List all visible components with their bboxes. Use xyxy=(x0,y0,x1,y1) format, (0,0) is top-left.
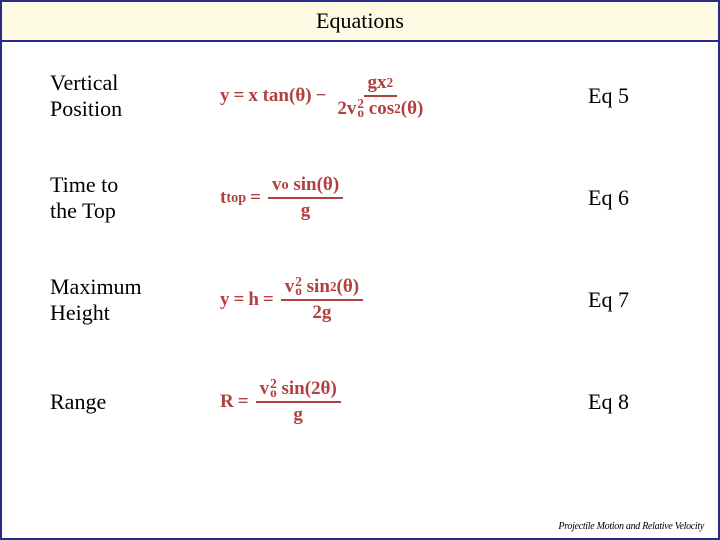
denominator: 2v2o cos2(θ) xyxy=(333,97,427,119)
numerator: gx2 xyxy=(364,73,398,97)
equation-cell: y = x tan(θ) − gx2 2v2o cos2(θ) xyxy=(220,73,588,119)
eq-var: v xyxy=(285,277,295,297)
equation-row: Range R = v2o sin(2θ) g Eq 8 xyxy=(50,372,678,432)
fraction: vo sin(θ) g xyxy=(268,175,343,221)
numerator: vo sin(θ) xyxy=(268,175,343,199)
equals-sign: = xyxy=(246,187,265,209)
eq-sub: o xyxy=(357,109,364,118)
equation-cell: ttop = vo sin(θ) g xyxy=(220,175,588,221)
eq-coeff: g xyxy=(368,73,378,93)
eq-coeff: 2 xyxy=(312,303,322,323)
eq-func: sin xyxy=(307,277,330,297)
eq-var: v xyxy=(260,379,270,399)
eq-sub: o xyxy=(270,389,277,398)
equation-cell: R = v2o sin(2θ) g xyxy=(220,379,588,425)
equation-number: Eq 7 xyxy=(588,287,678,313)
page-title: Equations xyxy=(316,8,404,33)
equation: R = v2o sin(2θ) g xyxy=(220,379,344,425)
equals-sign: = xyxy=(230,289,249,311)
label-line: Time to xyxy=(50,172,118,197)
label-line: Vertical xyxy=(50,70,118,95)
equals-sign: = xyxy=(230,85,249,107)
label-line: Position xyxy=(50,96,122,121)
eq-var: g xyxy=(301,201,311,221)
equals-sign: = xyxy=(259,289,278,311)
equation-number: Eq 6 xyxy=(588,185,678,211)
eq-var: v xyxy=(272,175,282,195)
equation-row: Vertical Position y = x tan(θ) − gx2 2v2 xyxy=(50,66,678,126)
subsup: 2o xyxy=(270,380,277,397)
numerator: v2o sin(2θ) xyxy=(256,379,341,403)
row-label: Maximum Height xyxy=(50,274,210,327)
denominator: g xyxy=(297,199,315,221)
slide-frame: Equations Vertical Position y = x tan(θ)… xyxy=(0,0,720,540)
label-line: Height xyxy=(50,300,110,325)
eq-var: g xyxy=(322,303,332,323)
subsup: 2o xyxy=(295,278,302,295)
eq-func: sin xyxy=(293,175,316,195)
eq-arg-coeff: 2 xyxy=(311,379,321,399)
eq-arg: θ xyxy=(295,85,305,107)
label-line: the Top xyxy=(50,198,116,223)
equation-row: Time to the Top ttop = vo sin(θ) g xyxy=(50,168,678,228)
content-area: Vertical Position y = x tan(θ) − gx2 2v2 xyxy=(2,42,718,432)
footer-text: Projectile Motion and Relative Velocity xyxy=(558,521,704,532)
eq-var: x xyxy=(377,73,387,93)
equation-number: Eq 5 xyxy=(588,83,678,109)
eq-func: sin xyxy=(281,379,304,399)
eq-coeff: 2 xyxy=(337,99,347,119)
eq-arg: θ xyxy=(343,277,353,297)
row-label: Time to the Top xyxy=(50,172,210,225)
eq-var: g xyxy=(293,405,303,425)
title-bar: Equations xyxy=(2,2,718,42)
label-line: Maximum xyxy=(50,274,142,299)
eq-sub: o xyxy=(295,287,302,296)
denominator: 2g xyxy=(308,301,335,323)
row-label: Vertical Position xyxy=(50,70,210,123)
eq-arg: θ xyxy=(323,175,333,195)
fraction: v2o sin2(θ) 2g xyxy=(281,277,363,323)
eq-var: v xyxy=(347,99,357,119)
fraction: gx2 2v2o cos2(θ) xyxy=(333,73,427,119)
equation: ttop = vo sin(θ) g xyxy=(220,175,346,221)
equation-number: Eq 8 xyxy=(588,389,678,415)
eq-lhs: y xyxy=(220,289,230,311)
row-label: Range xyxy=(50,389,210,415)
eq-lhs: R xyxy=(220,391,234,413)
eq-arg: θ xyxy=(321,379,331,399)
subsup: 2o xyxy=(357,100,364,117)
equation-row: Maximum Height y = h = v2o sin2(θ) 2g xyxy=(50,270,678,330)
denominator: g xyxy=(289,403,307,425)
fraction: v2o sin(2θ) g xyxy=(256,379,341,425)
label-line: Range xyxy=(50,389,106,414)
eq-func: tan xyxy=(263,85,289,107)
equation: y = h = v2o sin2(θ) 2g xyxy=(220,277,366,323)
minus-sign: − xyxy=(312,85,331,107)
equation-cell: y = h = v2o sin2(θ) 2g xyxy=(220,277,588,323)
equals-sign: = xyxy=(234,391,253,413)
numerator: v2o sin2(θ) xyxy=(281,277,363,301)
eq-var: x xyxy=(248,85,258,107)
eq-lhs: y xyxy=(220,85,230,107)
eq-func: cos xyxy=(369,99,394,119)
equation: y = x tan(θ) − gx2 2v2o cos2(θ) xyxy=(220,73,430,119)
eq-arg: θ xyxy=(407,99,417,119)
eq-lhs: h xyxy=(248,289,259,311)
